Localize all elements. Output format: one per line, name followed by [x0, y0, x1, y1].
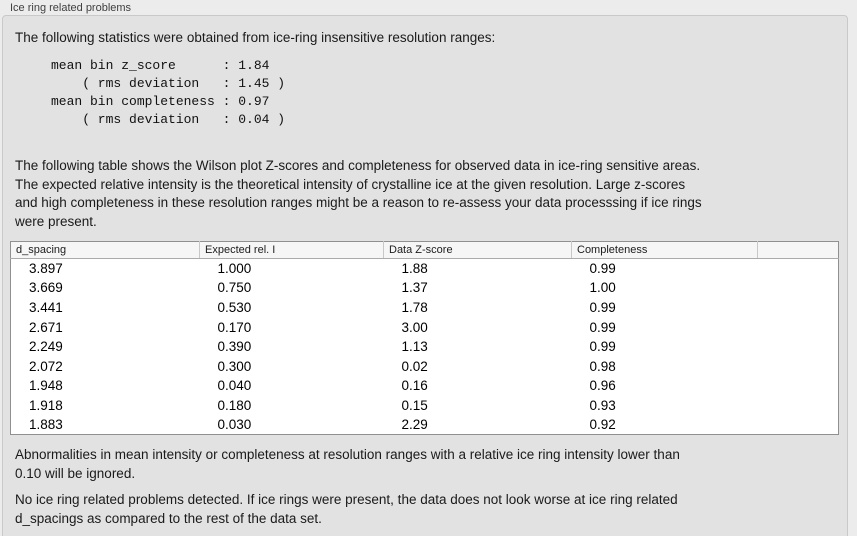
- table-cell: 2.671: [29, 319, 63, 335]
- table-cell: 1.00: [589, 280, 616, 296]
- table-cell: 0.16: [401, 378, 428, 394]
- table-cell: 1.883: [29, 417, 63, 433]
- table-cell: 0.750: [217, 280, 252, 296]
- table-cell: 0.93: [589, 397, 616, 413]
- stat-line-mean-zscore: mean bin z_score : 1.84: [51, 58, 270, 73]
- table-cell: 0.99: [589, 339, 616, 355]
- table-cell: 3.669: [29, 280, 63, 296]
- stats-block: mean bin z_score : 1.84 ( rms deviation …: [51, 57, 285, 129]
- stat-line-completeness-rms: ( rms deviation : 0.04 ): [51, 112, 286, 127]
- table-row[interactable]: 1.948 0.040 0.16 0.96: [11, 376, 839, 396]
- panel-title: Ice ring related problems: [10, 2, 132, 14]
- column-header-data-z-score[interactable]: Data Z-score: [383, 241, 572, 259]
- table-cell: 1.37: [401, 280, 428, 296]
- column-header-expected-rel-i[interactable]: Expected rel. I: [199, 241, 384, 259]
- stat-line-mean-completeness: mean bin completeness : 0.97: [51, 94, 270, 109]
- table-cell: 3.441: [29, 299, 63, 315]
- table-cell: 0.040: [217, 378, 252, 394]
- table-cell: 0.99: [589, 261, 616, 277]
- table-cell: 0.530: [217, 299, 252, 315]
- table-cell: 0.170: [217, 319, 252, 335]
- table-row[interactable]: 3.669 0.750 1.37 1.00: [11, 278, 839, 298]
- stat-line-zscore-rms: ( rms deviation : 1.45 ): [51, 76, 286, 91]
- table-cell: 1.13: [401, 339, 428, 355]
- table-cell: 1.918: [29, 397, 63, 413]
- table-cell: 0.98: [589, 358, 616, 374]
- table-cell-empty: [758, 356, 839, 376]
- ice-ring-panel: The following statistics were obtained f…: [2, 15, 848, 536]
- conclusion-text: No ice ring related problems detected. I…: [15, 492, 678, 526]
- table-cell: 1.948: [29, 378, 63, 394]
- table-cell: 0.02: [401, 358, 428, 374]
- table-cell-empty: [758, 259, 839, 279]
- table-cell-empty: [758, 376, 839, 396]
- ice-ring-table: d_spacing Expected rel. I Data Z-score C…: [10, 241, 839, 436]
- table-cell: 2.072: [29, 358, 63, 374]
- table-cell: 0.030: [217, 417, 252, 433]
- table-row[interactable]: 1.918 0.180 0.15 0.93: [11, 396, 839, 416]
- table-cell-empty: [758, 415, 839, 435]
- table-cell: 1.78: [401, 299, 428, 315]
- table-cell: 0.300: [217, 358, 252, 374]
- column-header-completeness[interactable]: Completeness: [571, 241, 758, 259]
- table-cell: 0.96: [589, 378, 616, 394]
- table-cell: 0.390: [217, 339, 252, 355]
- table-intro-text: The following table shows the Wilson plo…: [15, 158, 702, 230]
- table-cell: 3.00: [401, 319, 428, 335]
- table-cell: 2.249: [29, 339, 63, 355]
- table-cell-empty: [758, 317, 839, 337]
- ignore-note-text: Abnormalities in mean intensity or compl…: [15, 447, 680, 481]
- table-body: 3.897 1.000 1.88 0.99 3.669 0.750 1.37 1.00 3.44…: [11, 259, 839, 435]
- table-cell: 0.180: [217, 397, 252, 413]
- table-cell: 2.29: [401, 417, 428, 433]
- table-cell: 0.99: [589, 319, 616, 335]
- table-cell: 1.000: [217, 261, 252, 277]
- table-cell-empty: [758, 396, 839, 416]
- table-row[interactable]: 1.883 0.030 2.29 0.92: [11, 415, 839, 435]
- table-header-row: d_spacing Expected rel. I Data Z-score C…: [10, 241, 839, 259]
- table-row[interactable]: 2.072 0.300 0.02 0.98: [11, 356, 839, 376]
- intro-text: The following statistics were obtained f…: [15, 30, 496, 45]
- column-header-d-spacing[interactable]: d_spacing: [10, 241, 200, 259]
- table-row[interactable]: 3.441 0.530 1.78 0.99: [11, 298, 839, 318]
- table-row[interactable]: 2.249 0.390 1.13 0.99: [11, 337, 839, 357]
- table-header: d_spacing Expected rel. I Data Z-score C…: [10, 241, 839, 259]
- table-cell: 0.15: [401, 397, 428, 413]
- table-row[interactable]: 3.897 1.000 1.88 0.99: [11, 259, 839, 279]
- table-row[interactable]: 2.671 0.170 3.00 0.99: [11, 317, 839, 337]
- table-cell-empty: [758, 337, 839, 357]
- table-cell: 3.897: [29, 261, 63, 277]
- table-cell-empty: [758, 298, 839, 318]
- table-cell: 0.92: [589, 417, 616, 433]
- table-cell-empty: [758, 278, 839, 298]
- table-cell: 1.88: [401, 261, 428, 277]
- column-header-empty: [757, 241, 839, 259]
- table-cell: 0.99: [589, 299, 616, 315]
